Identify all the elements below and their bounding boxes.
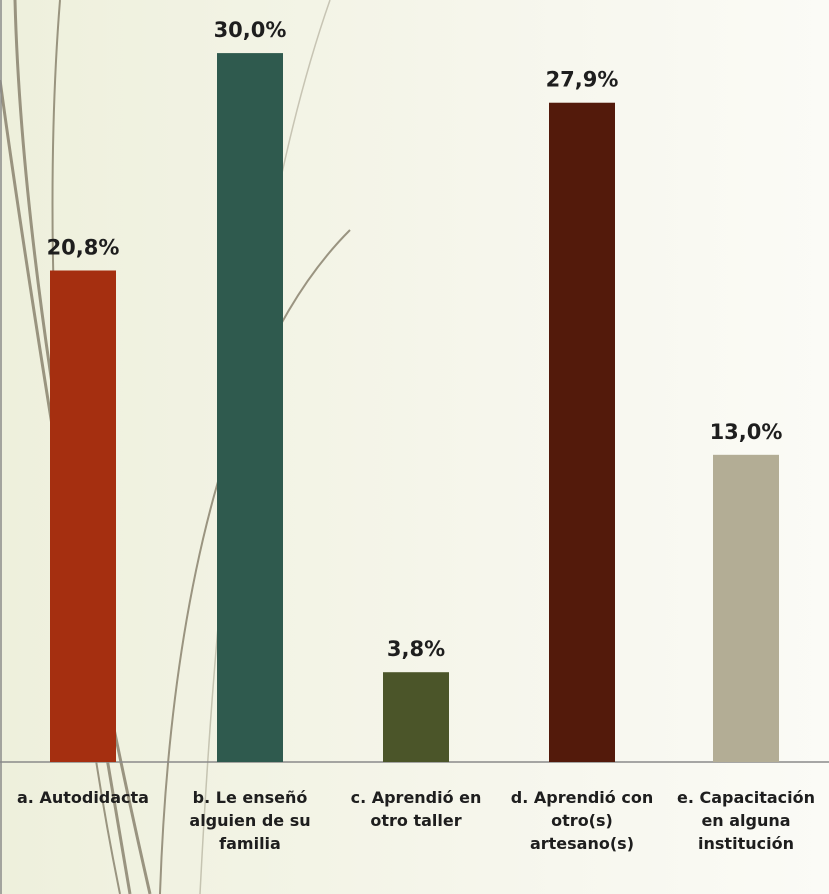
bar — [50, 270, 116, 762]
bar — [713, 454, 779, 762]
value-label: 30,0% — [214, 18, 287, 42]
x-tick-label: e. Capacitación en alguna institución — [676, 788, 816, 853]
bar — [549, 102, 615, 762]
x-tick-label: c. Aprendió en otro taller — [350, 788, 482, 830]
value-label: 27,9% — [546, 68, 619, 92]
x-tick-label: b. Le enseñó alguien de su familia — [189, 788, 311, 853]
value-label: 13,0% — [710, 420, 783, 444]
bar — [383, 672, 449, 762]
value-label: 20,8% — [47, 235, 120, 259]
value-label: 3,8% — [387, 637, 445, 661]
x-tick-label: a. Autodidacta — [17, 788, 149, 807]
bar — [217, 53, 283, 763]
x-tick-label: d. Aprendió con otro(s) artesano(s) — [510, 788, 654, 853]
